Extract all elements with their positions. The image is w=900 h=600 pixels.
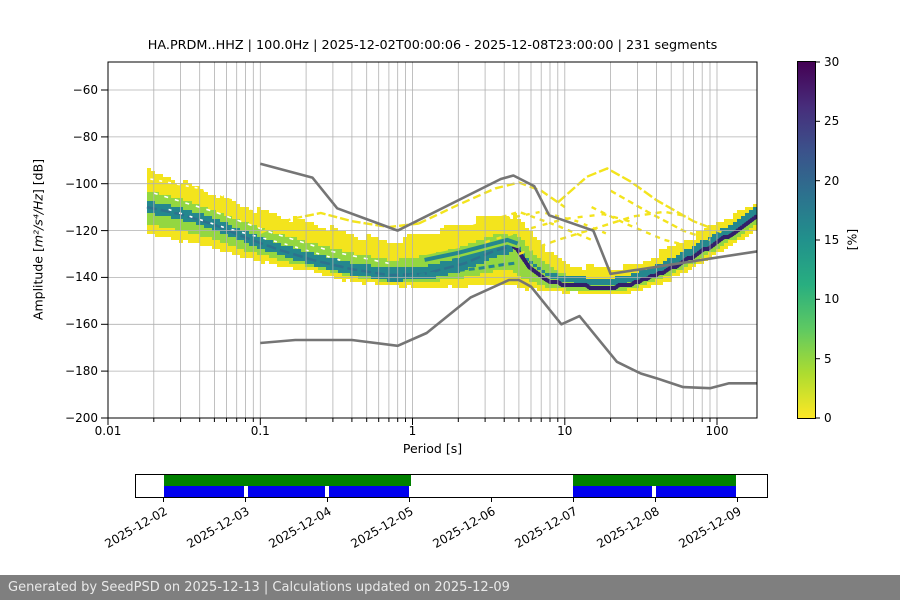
y-tick-label: −60 [72,83,98,97]
timeline-tick [245,498,246,502]
colorbar-tick-label: 20 [824,173,840,188]
x-tick-label: 1 [408,424,417,438]
plot-title: HA.PRDM..HHZ | 100.0Hz | 2025-12-02T00:0… [147,38,718,53]
colorbar [797,61,816,419]
x-axis-label: Period [s] [402,441,463,456]
timeline-green-segment [572,475,737,486]
timeline-blue-segment [247,486,326,497]
coverage-timeline-bar [135,474,768,498]
timeline-tick [163,498,164,502]
y-tick-label: −140 [65,270,98,285]
x-tick-label: 100 [705,424,729,438]
y-tick-label: −200 [65,411,98,425]
colorbar-tick-label: 0 [824,411,832,425]
timeline-tick [327,498,328,502]
footer-text: Generated by SeedPSD on 2025-12-13 | Cal… [8,580,510,595]
colorbar-tick-label: 5 [824,351,832,366]
timeline-blue-segment [656,486,737,497]
colorbar-tick-label: 15 [824,233,840,247]
y-tick-label: −160 [65,317,98,332]
timeline-tick [573,498,574,502]
y-tick-label: −120 [65,223,98,238]
colorbar-tick-label: 25 [824,114,840,129]
footer-bar: Generated by SeedPSD on 2025-12-13 | Cal… [0,575,900,600]
timeline-tick [737,498,738,502]
x-tick-label: 10 [557,424,573,438]
y-axis-label-units: m²/s⁴/Hz [30,194,46,248]
colorbar-tick-label: 10 [824,292,840,307]
colorbar-tick-label: 30 [824,55,840,69]
y-tick-label: −80 [72,129,98,144]
y-tick-label: −180 [65,364,98,379]
colorbar-label: [%] [844,228,860,251]
y-tick-label: −100 [65,176,98,191]
timeline-tick [409,498,410,502]
x-tick-label: 0.1 [250,424,270,438]
timeline-blue-segment [163,486,244,497]
timeline-tick [491,498,492,502]
x-tick-label: 0.01 [94,424,122,438]
timeline-blue-segment [329,486,410,497]
timeline-green-segment [163,475,412,486]
timeline-blue-segment [572,486,653,497]
timeline-tick [655,498,656,502]
colorbar-gradient [798,62,815,418]
